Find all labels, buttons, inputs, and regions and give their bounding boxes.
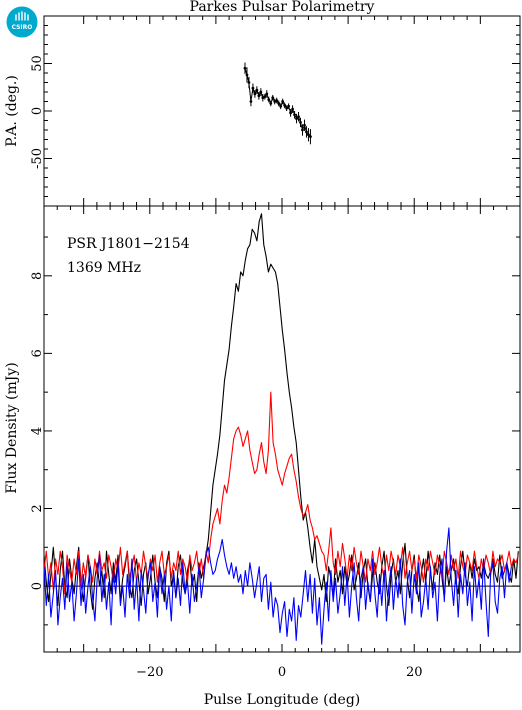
flux-ytick-label: 4 — [30, 427, 45, 435]
pa-point — [275, 99, 279, 102]
pa-point — [309, 135, 312, 139]
circular-polarization-line — [43, 527, 512, 645]
pa-point — [283, 103, 287, 107]
flux-ytick-label: 8 — [30, 272, 45, 280]
pa-ytick-label: 0 — [30, 107, 45, 115]
pa-point — [277, 102, 281, 105]
pa-point — [271, 96, 275, 100]
annotation-freq: 1369 MHz — [67, 260, 141, 276]
csiro-logo-text: CSIRO — [12, 24, 33, 31]
pa-point — [291, 107, 294, 111]
flux-ytick-label: 6 — [30, 349, 45, 357]
pa-point — [267, 98, 271, 101]
pa-point — [301, 128, 304, 132]
pa-point — [265, 92, 269, 96]
flux-xtick-label: 20 — [406, 665, 423, 680]
linear-polarization-line — [43, 391, 519, 595]
pa-point — [287, 104, 291, 108]
pa-point — [243, 66, 247, 70]
pa-points — [243, 62, 312, 145]
pa-frame — [43, 15, 521, 207]
pa-ytick-label: 50 — [30, 55, 45, 72]
pa-point — [297, 115, 300, 119]
profile-ticks: 0 2 4 6 8 −20 0 20 — [30, 206, 520, 680]
pa-point — [257, 94, 261, 98]
pa-point — [269, 102, 273, 105]
flux-ytick-label: 2 — [30, 504, 45, 512]
annotation-psr: PSR J1801−2154 — [67, 236, 190, 252]
pa-point — [247, 81, 251, 84]
pa-point — [305, 130, 308, 134]
pa-point — [263, 95, 267, 99]
pa-point — [281, 100, 285, 103]
pa-point — [289, 111, 292, 115]
pa-point — [249, 100, 253, 103]
flux-axis-label: Flux Density (mJy) — [4, 362, 20, 493]
total-intensity-line — [43, 213, 519, 610]
pa-point — [259, 90, 263, 94]
csiro-logo: CSIRO — [6, 6, 38, 38]
pa-point — [251, 86, 255, 90]
pa-point — [307, 133, 310, 137]
pa-ytick-label: -50 — [30, 148, 45, 169]
pa-point — [285, 106, 289, 110]
profile-panel: Flux Density (mJy) Pulse Longitude (deg)… — [4, 205, 521, 708]
flux-xtick-label: 0 — [278, 665, 286, 680]
chart-title: Parkes Pulsar Polarimetry — [190, 0, 375, 15]
pa-axis-label: P.A. (deg.) — [4, 75, 20, 147]
pa-ticks: -50 0 50 — [30, 16, 520, 206]
pa-point — [299, 121, 302, 124]
pa-point — [255, 88, 259, 92]
pa-point — [295, 117, 298, 120]
pa-trace — [244, 68, 311, 138]
flux-ytick-label: 0 — [30, 582, 45, 590]
pa-panel: P.A. (deg.) -50 0 50 — [4, 15, 521, 207]
pa-point — [293, 113, 296, 117]
pa-point — [303, 123, 306, 127]
profile-series — [43, 213, 519, 645]
pa-point — [253, 92, 257, 96]
longitude-axis-label: Pulse Longitude (deg) — [204, 692, 361, 708]
pa-point — [245, 73, 249, 77]
flux-xtick-label: −20 — [136, 665, 163, 680]
pa-point — [279, 104, 283, 108]
